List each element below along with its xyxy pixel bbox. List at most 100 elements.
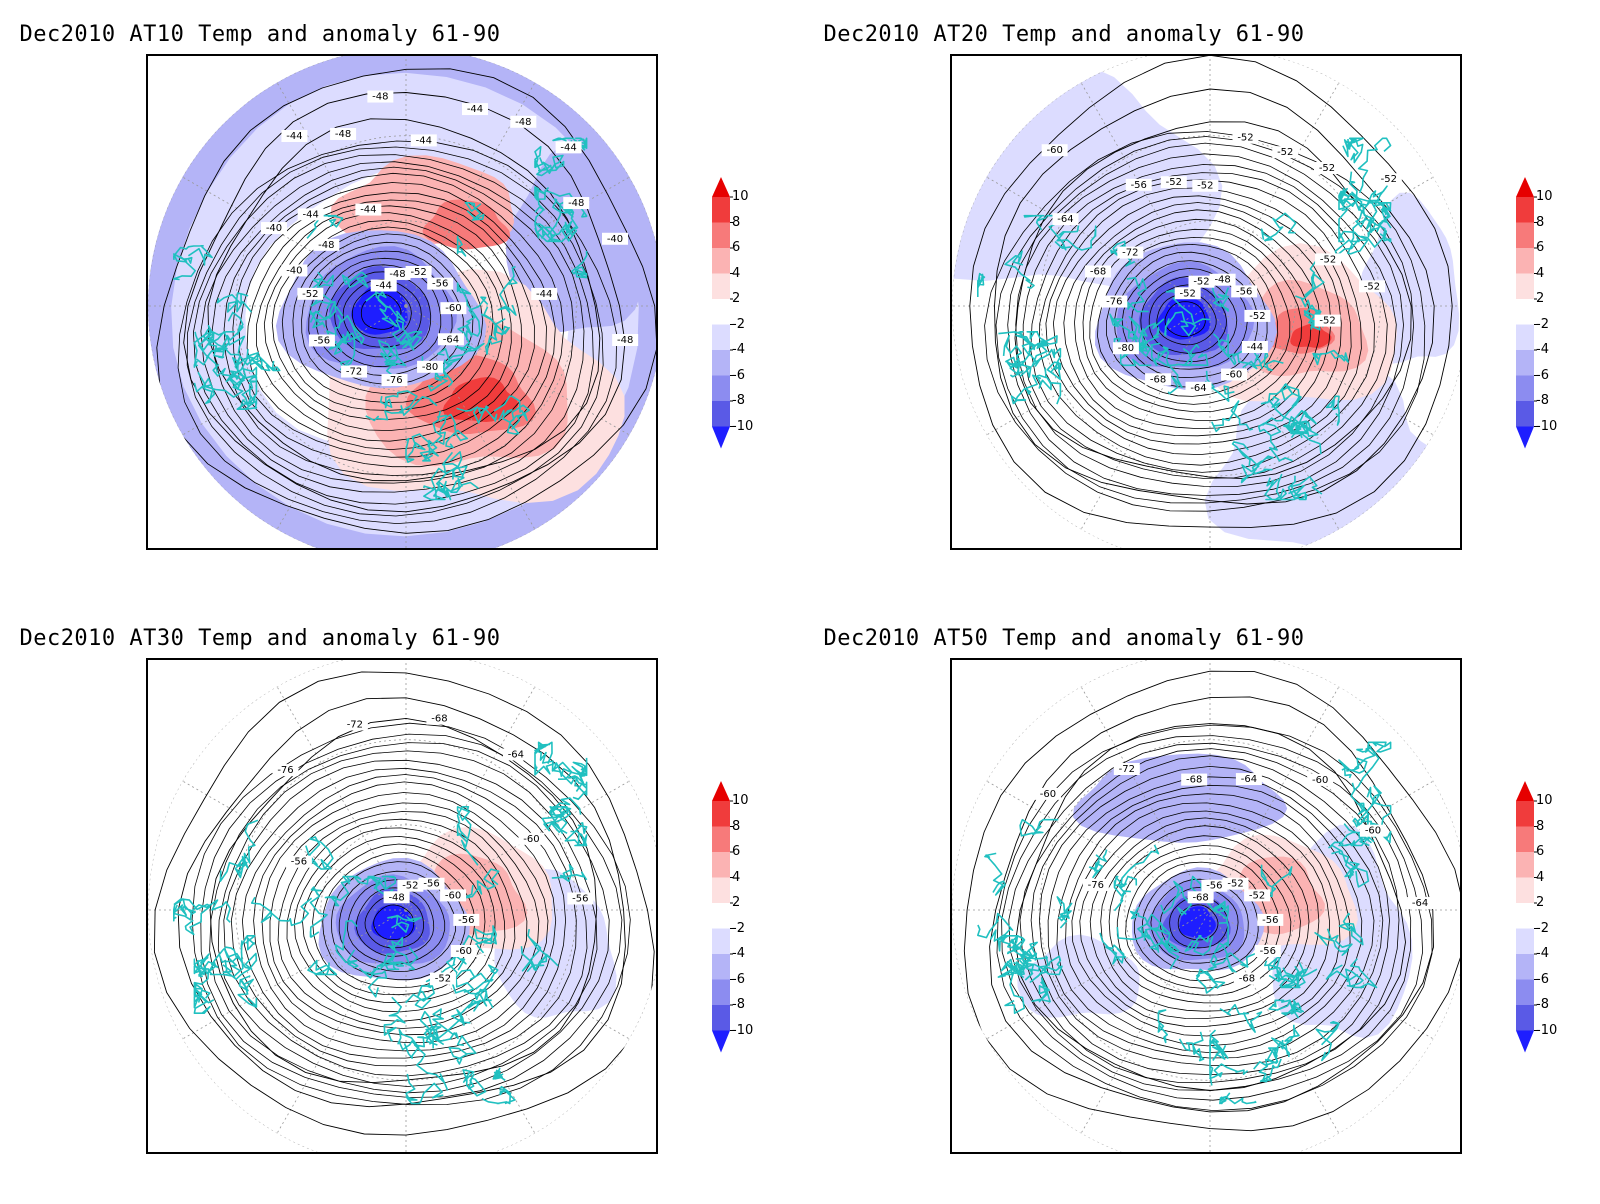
colorbar-graphic	[712, 177, 733, 449]
contour-label: -44	[286, 131, 302, 142]
meridian-line	[182, 176, 407, 307]
colorbar-segment	[712, 928, 730, 954]
colorbar-arrow-top	[1516, 177, 1534, 197]
colorbar-segment	[1516, 248, 1534, 274]
polar-map[interactable]: -52 -52 -48 -56 -52 -44 -60 -64 -68 -80 -76 -72 -68-…	[950, 54, 1462, 550]
contour-label-bg	[518, 832, 545, 845]
contour-label: -48	[515, 117, 531, 128]
contour-label: -64	[1190, 383, 1206, 394]
contour-label-bg	[1307, 773, 1334, 786]
temperature-contour	[1071, 802, 1341, 1037]
contour-label-bg	[440, 302, 467, 315]
contour-label-bg	[1160, 176, 1187, 189]
colorbar-arrow-top	[712, 781, 730, 801]
contour-label: -80	[422, 362, 438, 373]
contour-label-bg	[612, 334, 639, 347]
contour-label: -48	[372, 92, 388, 103]
meridian-line	[405, 909, 536, 1134]
contour-label-bg	[1254, 944, 1281, 957]
temperature-contour	[192, 154, 594, 505]
colorbar-segment	[712, 1005, 730, 1031]
colorbar-arrow-top	[712, 177, 730, 197]
panel-title: Dec2010 AT50 Temp and anomaly 61-90	[823, 626, 1305, 651]
contour-label: -56	[1260, 946, 1276, 957]
colorbar-label: 10	[1536, 793, 1553, 808]
contour-label-bg	[1235, 773, 1262, 786]
contour-label: -44	[303, 209, 319, 220]
contour-label-bg	[297, 208, 324, 221]
contour-label-bg	[383, 891, 410, 904]
contour-label: -52	[1319, 316, 1335, 327]
contour-label: -76	[1088, 880, 1104, 891]
contour-label-bg	[1192, 179, 1219, 192]
contour-label: -60	[445, 303, 461, 314]
temperature-contour	[200, 161, 585, 493]
temperature-contour	[963, 670, 1460, 1132]
colorbar-label: -10	[732, 418, 754, 434]
meridian-line	[1209, 176, 1434, 307]
colorbar-arrow-bottom	[1516, 1030, 1534, 1053]
contour-label-bg	[1244, 309, 1271, 322]
meridian-line	[405, 176, 630, 307]
contour-label-bg	[1112, 342, 1139, 355]
colorbar-segment	[1516, 852, 1534, 878]
colorbar-segment	[1516, 197, 1534, 223]
polar-map[interactable]: -44 -48 -52 -56 -60 -64 -80 -76 -72 -56 -52 -48 -44-…	[146, 54, 658, 550]
contour-label-bg	[1231, 285, 1258, 298]
coastline	[173, 741, 588, 1105]
contour-label-bg	[330, 127, 357, 140]
contour-label: -56	[458, 915, 474, 926]
meridian-line	[182, 909, 407, 1040]
contour-label: -44	[416, 135, 432, 146]
contour-label: -56	[432, 279, 448, 290]
contour-label-bg	[260, 222, 287, 235]
temperature-contour	[217, 750, 598, 1087]
colorbar-label: 6	[1536, 240, 1545, 255]
contour-label-bg	[1358, 280, 1385, 293]
contour-label: -44	[536, 289, 552, 300]
polar-map[interactable]: -48 -52 -56 -60 -56 -60 -52 -56 -76 -72 -68 -64 -60-…	[146, 658, 658, 1154]
map-disc: -44-48 -52-56-60-64-80-76-72-56-52-48-44-…	[148, 56, 656, 548]
anomaly-colorbar: 10 8 6 4 2 -2 -4 -6 -8 -10	[708, 175, 788, 465]
contour-label: -56	[572, 893, 588, 904]
contour-label-bg	[1201, 879, 1228, 892]
polar-map[interactable]: -68 -56 -52 -52 -56 -56 -68 -76 -60 -72 -68 -64 -60-…	[950, 658, 1462, 1154]
colorbar-segment	[712, 401, 730, 427]
colorbar-segment	[1516, 350, 1534, 376]
contour-label: -64	[1412, 898, 1428, 909]
colorbar-label: -10	[1536, 1022, 1558, 1038]
contour-label-bg	[1145, 373, 1172, 386]
panel-title: Dec2010 AT20 Temp and anomaly 61-90	[823, 22, 1305, 47]
contour-label-bg	[418, 877, 445, 890]
temperature-contour	[1022, 164, 1388, 479]
cold-anomaly	[1179, 906, 1216, 939]
contour-label: -76	[277, 765, 293, 776]
temperature-contour	[1015, 723, 1406, 1091]
contour-label: -60	[1226, 370, 1242, 381]
contour-label: -80	[1118, 343, 1134, 354]
temperature-contour	[1019, 748, 1400, 1083]
contour-label: -56	[314, 335, 330, 346]
temperature-contour	[1056, 784, 1363, 1054]
contour-label-bg	[1101, 295, 1128, 308]
temperature-contour	[356, 887, 435, 957]
colorbar-segment	[712, 801, 730, 827]
contour-label: -52	[1249, 311, 1265, 322]
temperature-contour	[230, 767, 577, 1067]
panel-title: Dec2010 AT30 Temp and anomaly 61-90	[19, 626, 501, 651]
colorbar-label: -6	[1536, 971, 1549, 987]
temperature-contour	[156, 68, 656, 534]
contour-label-bg	[602, 232, 629, 245]
temperature-contour	[1089, 817, 1320, 1020]
meridian-line	[1209, 780, 1434, 911]
contour-label-bg	[567, 892, 594, 905]
contour-label-bg	[563, 197, 590, 210]
contour-label: -60	[1365, 826, 1381, 837]
colorbar-segment	[1516, 1005, 1534, 1031]
contour-label-bg	[281, 264, 308, 277]
colorbar-label: 4	[732, 869, 741, 885]
meridian-line	[1209, 909, 1340, 1134]
temperature-contour	[989, 696, 1434, 1113]
colorbar-segment	[1516, 801, 1534, 827]
contour-label-bg	[555, 141, 582, 154]
